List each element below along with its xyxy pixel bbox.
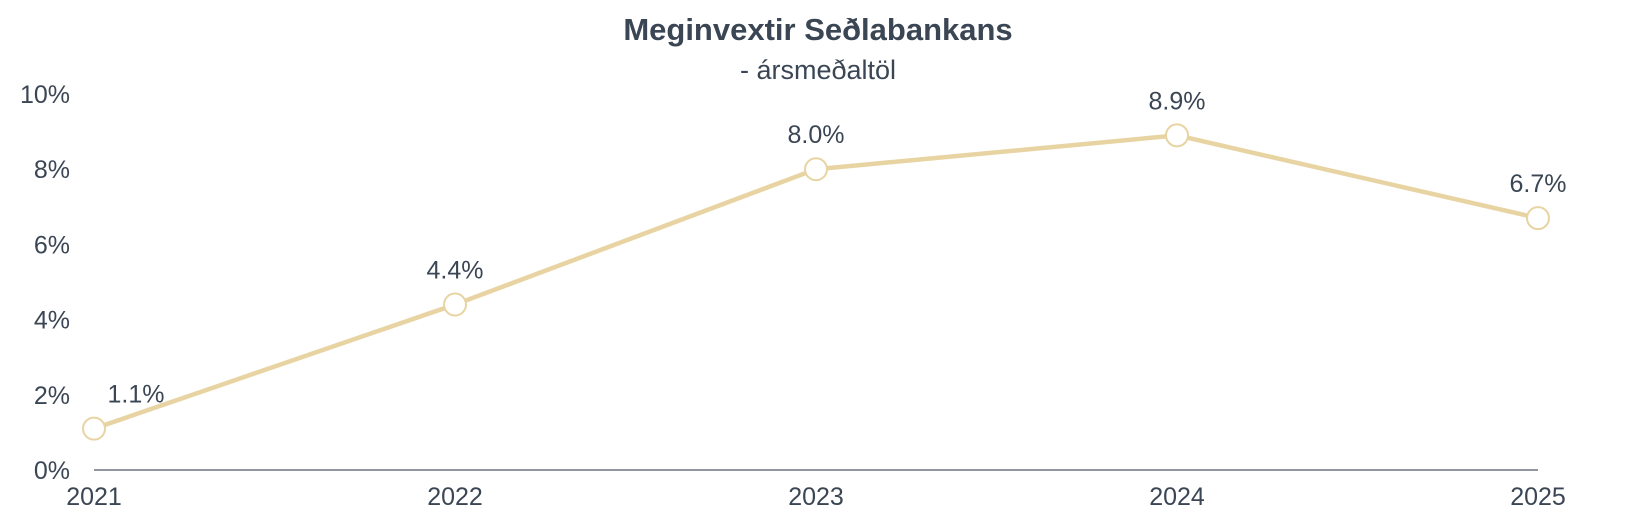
chart-subtitle: - ársmeðaltöl — [740, 55, 896, 85]
y-tick-label: 2% — [34, 382, 70, 410]
y-tick-label: 6% — [34, 231, 70, 259]
data-point-marker — [804, 157, 828, 182]
x-axis: 2021 2022 2023 2024 2025 — [66, 483, 1566, 511]
y-tick-label: 10% — [20, 81, 70, 109]
y-tick-label: 8% — [34, 156, 70, 184]
data-point-marker — [1526, 206, 1550, 231]
x-tick-label: 2022 — [427, 483, 483, 511]
data-label: 8.0% — [788, 121, 845, 149]
y-axis: 0% 2% 4% 6% 8% 10% — [20, 81, 70, 485]
data-label: 8.9% — [1149, 87, 1206, 115]
data-point-marker — [1165, 123, 1189, 148]
data-label: 4.4% — [427, 257, 484, 285]
y-tick-label: 0% — [34, 457, 70, 485]
x-tick-label: 2025 — [1510, 483, 1566, 511]
data-point-marker — [82, 416, 106, 441]
y-tick-label: 4% — [34, 307, 70, 335]
plot-area: 1.1% 4.4% 8.0% 8.9% 6.7% — [82, 87, 1567, 441]
data-label: 1.1% — [108, 381, 165, 409]
chart-title: Meginvextir Seðlabankans — [623, 12, 1012, 47]
data-point-marker — [443, 292, 467, 317]
x-tick-label: 2024 — [1149, 483, 1205, 511]
x-tick-label: 2023 — [788, 483, 844, 511]
x-tick-label: 2021 — [66, 483, 122, 511]
data-label: 6.7% — [1510, 170, 1567, 198]
